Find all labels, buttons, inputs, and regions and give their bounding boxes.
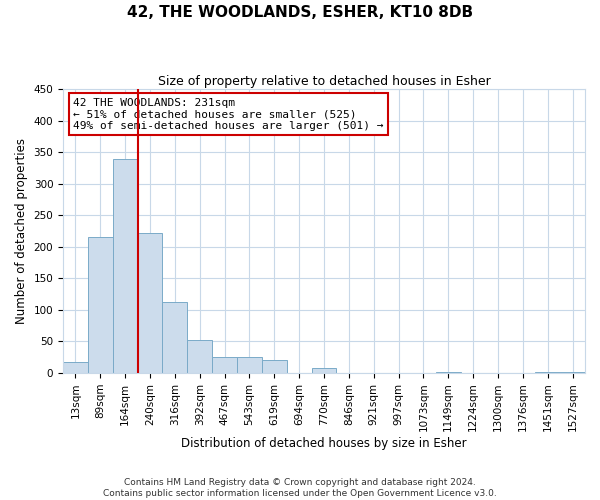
Bar <box>63 362 88 373</box>
Text: Contains HM Land Registry data © Crown copyright and database right 2024.
Contai: Contains HM Land Registry data © Crown c… <box>103 478 497 498</box>
Bar <box>560 372 585 373</box>
Bar <box>187 340 212 373</box>
X-axis label: Distribution of detached houses by size in Esher: Distribution of detached houses by size … <box>181 437 467 450</box>
Bar <box>137 233 163 373</box>
Bar <box>88 238 113 373</box>
Y-axis label: Number of detached properties: Number of detached properties <box>15 138 28 324</box>
Bar <box>113 158 137 373</box>
Bar <box>311 368 337 373</box>
Bar <box>163 302 187 373</box>
Title: Size of property relative to detached houses in Esher: Size of property relative to detached ho… <box>158 75 490 88</box>
Bar <box>262 360 287 373</box>
Bar <box>237 357 262 373</box>
Text: 42, THE WOODLANDS, ESHER, KT10 8DB: 42, THE WOODLANDS, ESHER, KT10 8DB <box>127 5 473 20</box>
Text: 42 THE WOODLANDS: 231sqm
← 51% of detached houses are smaller (525)
49% of semi-: 42 THE WOODLANDS: 231sqm ← 51% of detach… <box>73 98 384 131</box>
Bar <box>535 372 560 373</box>
Bar <box>212 356 237 373</box>
Bar <box>436 372 461 373</box>
